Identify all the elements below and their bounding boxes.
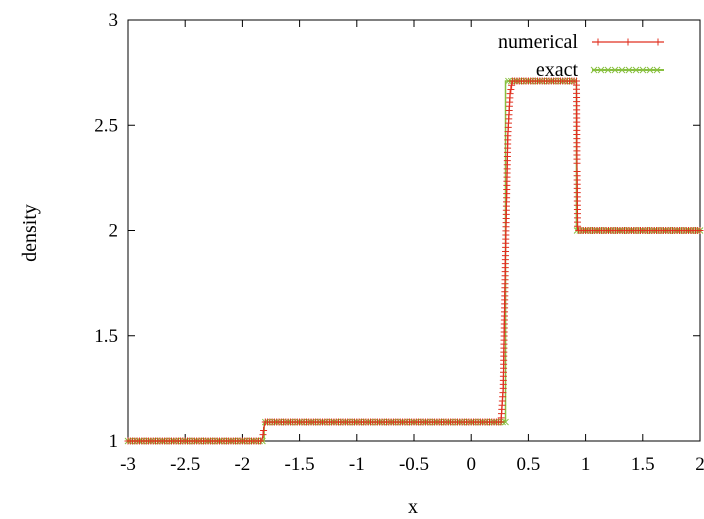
numerical-point — [257, 437, 265, 445]
y-tick-label: 2 — [109, 221, 119, 242]
x-tick-label: -3 — [120, 454, 136, 475]
numerical-line — [128, 80, 700, 442]
y-tick-label: 1.5 — [94, 326, 118, 347]
x-tick-label: -1.5 — [285, 454, 315, 475]
legend-numerical-marker — [654, 38, 662, 46]
y-tick-label: 1 — [109, 431, 119, 452]
numerical-point — [260, 426, 268, 434]
series-layer — [124, 77, 704, 445]
x-tick-label: -0.5 — [399, 454, 429, 475]
numerical-point — [501, 252, 509, 260]
numerical-point — [574, 222, 582, 230]
x-tick-label: 2 — [695, 454, 704, 475]
x-axis-ticks: -3 -2.5 -2 -1.5 -1 -0.5 0 0.5 1 1.5 2 — [120, 20, 704, 475]
numerical-point — [573, 159, 581, 167]
legend-numerical-marker — [594, 38, 602, 46]
numerical-point — [499, 389, 507, 397]
legend-exact-marker — [632, 66, 640, 74]
x-axis-label: x — [408, 496, 418, 518]
numerical-point — [506, 94, 514, 102]
x-tick-label: -1 — [349, 454, 365, 475]
x-tick-label: -2.5 — [170, 454, 200, 475]
numerical-point — [504, 136, 512, 144]
legend-exact-marker — [618, 66, 626, 74]
legend-exact-marker — [646, 66, 654, 74]
numerical-point — [508, 81, 516, 89]
series-numerical — [124, 77, 704, 445]
x-tick-label: -2 — [234, 454, 250, 475]
legend-exact-marker — [604, 66, 612, 74]
exact-point — [505, 77, 512, 85]
legend-exact-label: exact — [536, 59, 579, 81]
legend-exact-marker — [611, 66, 619, 74]
y-axis-ticks: 1 1.5 2 2.5 3 — [94, 10, 700, 452]
y-tick-label: 3 — [109, 10, 119, 31]
legend-exact-marker — [590, 66, 598, 74]
x-tick-label: 0 — [466, 454, 476, 475]
legend-exact-marker — [639, 66, 647, 74]
numerical-point — [507, 85, 515, 93]
legend: numerical exact — [498, 31, 664, 81]
x-tick-label: 1.5 — [631, 454, 655, 475]
legend-exact-marker — [625, 66, 633, 74]
x-tick-label: 1 — [581, 454, 591, 475]
numerical-point — [696, 227, 704, 234]
y-tick-label: 2.5 — [94, 115, 118, 136]
y-axis-label: density — [19, 204, 41, 262]
numerical-point — [259, 431, 267, 439]
exact-line — [128, 80, 700, 442]
legend-exact-marker — [597, 66, 605, 74]
x-tick-label: 0.5 — [517, 454, 541, 475]
legend-numerical-label: numerical — [498, 31, 578, 53]
series-exact — [124, 77, 704, 445]
legend-exact-marker — [653, 66, 661, 74]
legend-numerical-marker — [624, 38, 632, 46]
exact-point — [502, 418, 509, 426]
